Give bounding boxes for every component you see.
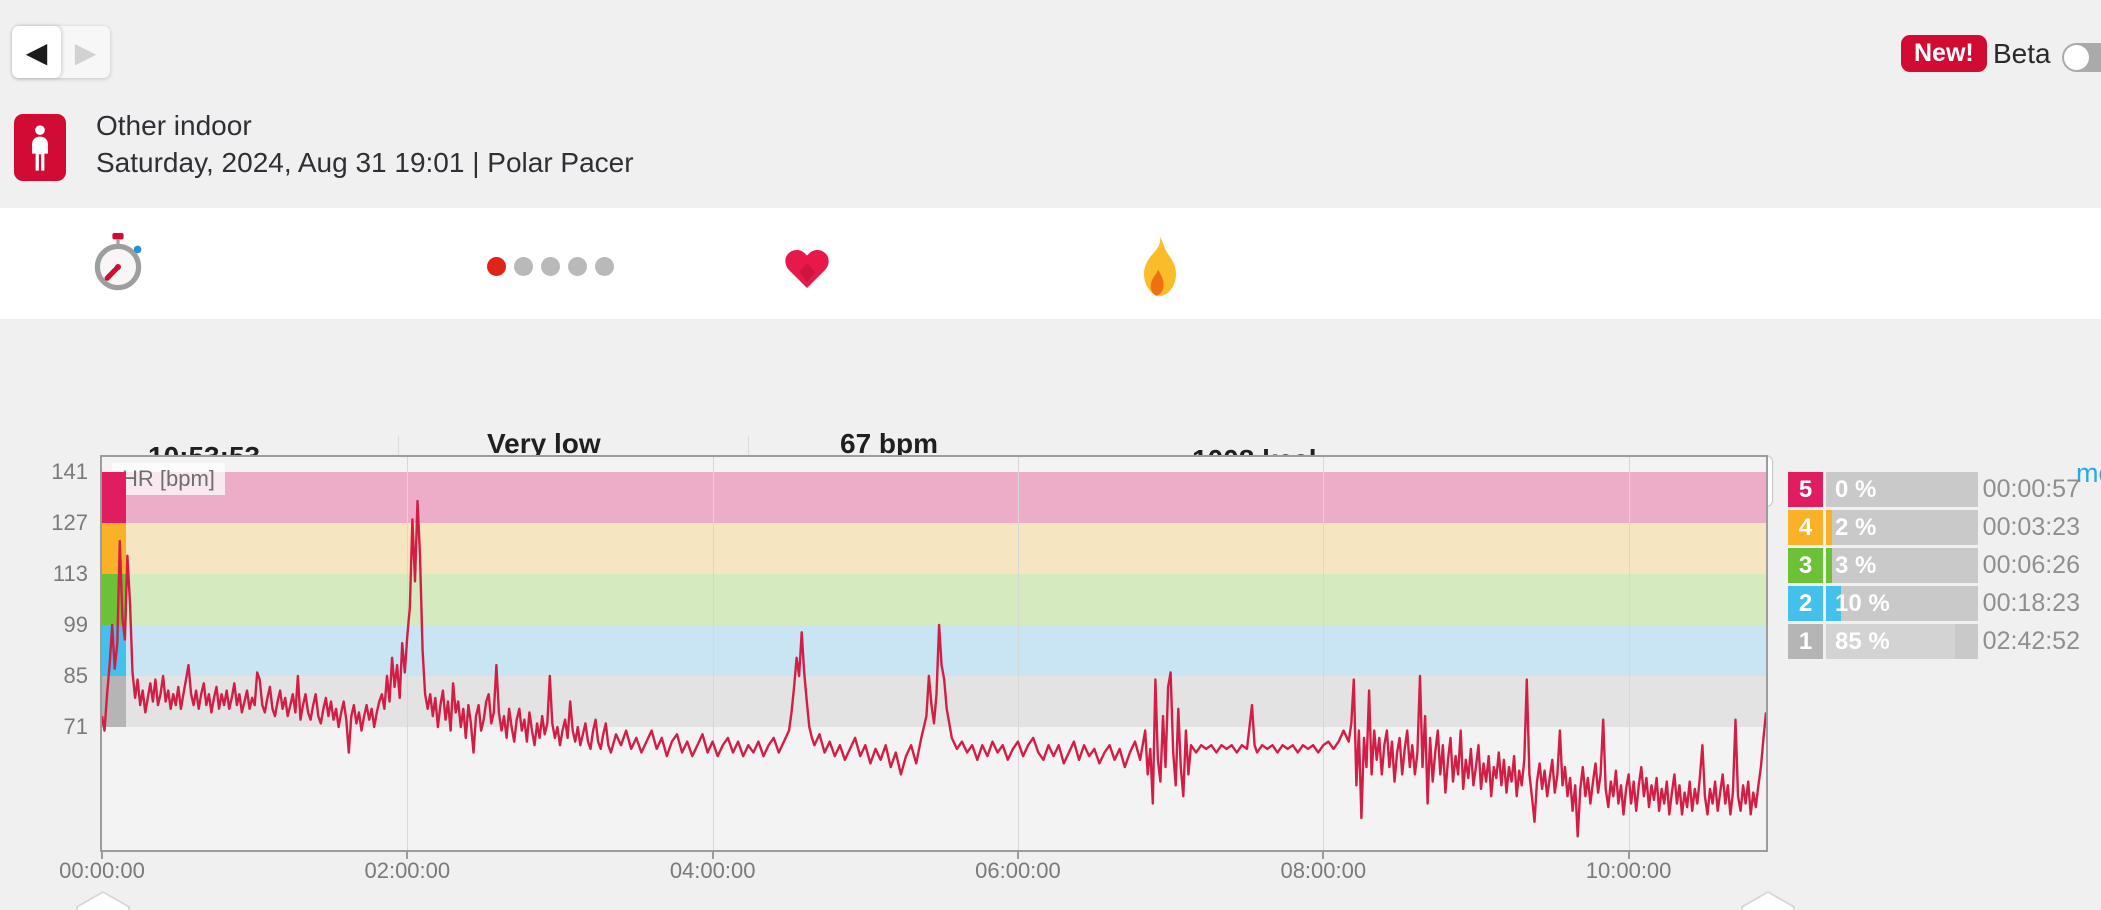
x-axis-label: 04:00:00 [669,858,756,883]
x-axis-label: 02:00:00 [364,858,451,883]
hr-zone-percent-fill [1826,548,1832,583]
y-axis-label: 127 [51,510,88,535]
hr-zone-time: 02:42:52 [1982,627,2080,655]
hr-zone-percent-bar: 10 % [1826,586,1978,621]
y-axis-label: 71 [63,714,88,739]
x-axis-tick [711,852,714,859]
y-axis-label: 113 [52,561,88,586]
hr-zone-row-2: 2 10 % 00:18:23 [1788,586,2080,621]
beta-toggle[interactable] [2062,43,2101,72]
heart-icon [785,250,829,288]
hr-line [102,499,1766,838]
previous-session-button[interactable]: ◀ [12,26,61,78]
hr-zone-percent-bar: 0 % [1826,472,1978,507]
hr-zone-band-2 [102,625,1766,676]
avg-hr-value: 67 bpm [840,428,939,459]
hr-zone-row-5: 5 0 % 00:00:57 [1788,472,2080,507]
hr-line-series[interactable] [102,457,1766,850]
hr-zone-percent-bar: 3 % [1826,548,1978,583]
cardio-load-level: Very low [487,428,601,459]
x-axis-tick [1322,852,1325,859]
cardio-load-dot-filled [487,257,506,276]
hr-zone-percent-label: 2 % [1835,514,1877,541]
hr-zone-percent-fill [1826,624,1956,659]
gridline [1629,457,1630,850]
hr-zone-time: 00:03:23 [1982,513,2080,541]
page-title: Other indoor [96,110,252,141]
cardio-load-dots [487,257,614,276]
x-axis-label: 10:00:00 [1585,858,1672,883]
gridline [713,457,714,850]
y-axis-label: 141 [51,459,88,484]
hr-zone-strip-5 [102,472,126,523]
flame-icon [1144,236,1176,296]
x-axis-tick [101,852,103,859]
summary-band: 10:53:53 Duration 104 Very low Cardio lo… [0,208,2101,522]
hr-chart-plot[interactable]: HR [bpm] [100,455,1768,852]
hr-zone-percent-fill [1826,510,1832,545]
hr-zone-percent-bar: 2 % [1826,510,1978,545]
x-axis-label: 08:00:00 [1280,858,1367,883]
session-datetime-device: Saturday, 2024, Aug 31 19:01 | Polar Pac… [96,147,634,178]
hr-zone-time: 00:06:26 [1982,551,2080,579]
hr-zone-row-3: 3 3 % 00:06:26 [1788,548,2080,583]
y-axis-label: 85 [63,663,88,688]
hr-zone-percent-label: 0 % [1835,476,1877,503]
hr-zone-number: 1 [1788,624,1823,659]
hr-zone-percent-label: 10 % [1835,590,1890,617]
sport-other-indoor-icon [14,114,66,181]
hr-zone-percent-label: 3 % [1835,552,1877,579]
beta-toggle-knob [2064,45,2089,70]
cardio-load-dot [568,257,587,276]
more-link[interactable]: more [2076,458,2101,488]
forward-icon: ▶ [74,36,97,68]
hr-chart-canvas[interactable] [102,457,1766,850]
x-axis-tick [406,852,409,859]
new-badge: New! [1901,35,1987,72]
hr-zone-number: 2 [1788,586,1823,621]
cardio-load-dot [541,257,560,276]
hr-zone-strip-4 [102,523,126,574]
hr-zone-number: 5 [1788,472,1823,507]
history-nav: ◀ ▶ [12,26,110,78]
cardio-load-dot [595,257,614,276]
cardio-load-dot [514,257,533,276]
hr-zones-legend: 5 0 % 00:00:57 4 2 % 00:03:23 3 3 % 00:06:26 2 10 … [1788,472,2080,662]
beta-label: Beta [1993,38,2051,69]
hr-zone-number: 3 [1788,548,1823,583]
hr-zone-percent-label: 85 % [1835,628,1890,655]
next-session-button[interactable]: ▶ [61,26,110,78]
hr-zone-number: 4 [1788,510,1823,545]
hr-zone-time: 00:00:57 [1982,475,2080,503]
back-icon: ◀ [25,36,48,68]
x-axis-label: 06:00:00 [975,858,1061,883]
x-axis-tick [1627,852,1630,859]
hr-zone-percent-bar: 85 % [1826,624,1978,659]
hr-zone-time: 00:18:23 [1982,589,2080,617]
hr-zone-row-1: 1 85 % 02:42:52 [1788,624,2080,659]
x-axis-label: 00:00:00 [59,858,145,883]
y-axis-label: 99 [63,612,88,637]
hr-chart-title: HR [bpm] [112,463,225,495]
hr-zone-band-3 [102,574,1766,625]
gridline [407,457,408,850]
stopwatch-icon [94,233,142,291]
x-axis-tick [1016,852,1019,859]
hr-zone-row-4: 4 2 % 00:03:23 [1788,510,2080,545]
gridline [1323,457,1324,850]
hr-zone-percent-fill [1826,586,1842,621]
hr-zone-band-4 [102,523,1766,574]
gridline [1018,457,1019,850]
hr-zone-band-5 [102,472,1766,523]
